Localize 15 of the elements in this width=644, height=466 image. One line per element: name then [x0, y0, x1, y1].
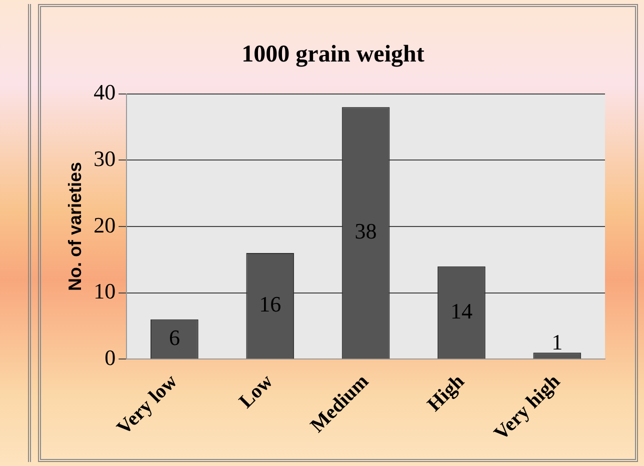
- y-axis-title: No. of varieties: [64, 162, 85, 292]
- data-label: 1: [552, 330, 563, 355]
- x-tick-label: Low: [235, 370, 278, 413]
- data-label: 6: [168, 324, 180, 350]
- y-tick-label: 30: [94, 146, 116, 171]
- y-tick-label: 20: [94, 212, 116, 238]
- y-tick-label: 0: [104, 345, 116, 370]
- x-tick-label: Very low: [112, 370, 182, 440]
- data-label: 38: [354, 218, 377, 244]
- y-tick-label: 10: [94, 278, 116, 304]
- data-label: 14: [450, 298, 472, 324]
- y-tick-label: 40: [94, 80, 116, 105]
- x-tick-label: Very high: [490, 370, 564, 445]
- chart-title: 1000 grain weight: [242, 42, 424, 68]
- data-label: 16: [259, 292, 282, 317]
